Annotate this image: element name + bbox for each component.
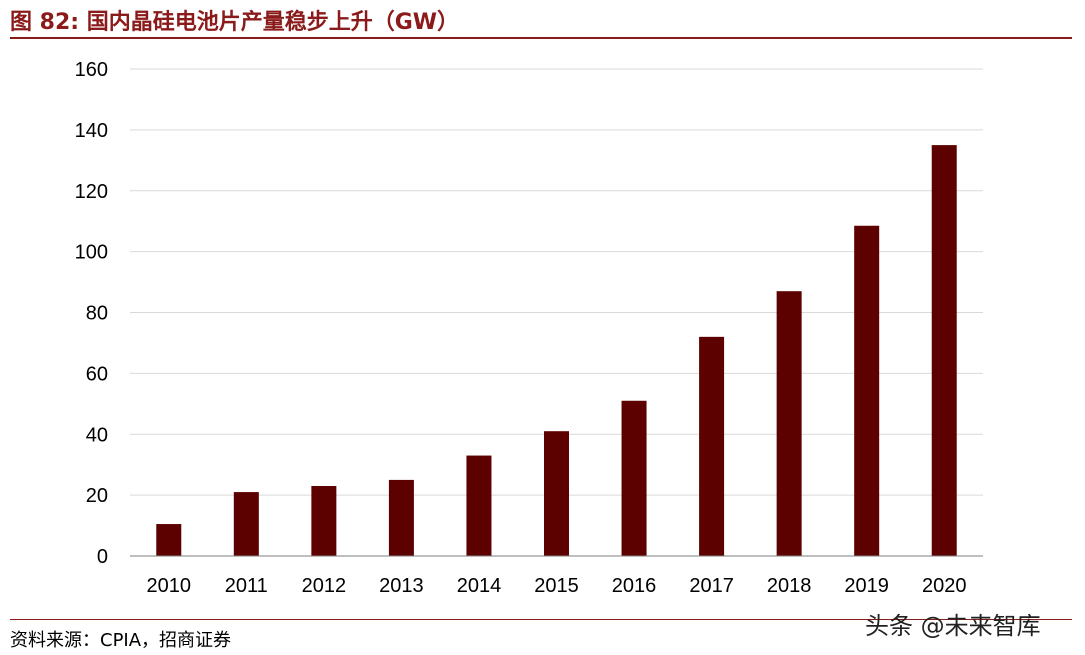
y-axis-tick-labels: 0 20 40 60 80 100 120 140 160: [75, 59, 108, 568]
y-tick-label: 40: [86, 424, 108, 446]
y-tick-label: 120: [75, 181, 108, 203]
bar-2016: [621, 400, 647, 556]
y-tick-label: 100: [75, 242, 108, 264]
source-note: 资料来源：CPIA，招商证券: [10, 630, 232, 651]
y-tick-label: 140: [75, 120, 108, 142]
x-tick-label: 2017: [689, 575, 734, 597]
chart-title: 图 82: 国内晶硅电池片产量稳步上升（GW）: [10, 10, 460, 35]
x-tick-label: 2016: [612, 575, 657, 597]
y-tick-label: 80: [86, 303, 108, 325]
bar-2020: [931, 145, 957, 556]
y-tick-label: 20: [86, 485, 108, 507]
bars: [156, 145, 957, 557]
bar-2014: [466, 455, 492, 556]
footer-divider: [10, 619, 1072, 620]
x-tick-label: 2010: [147, 575, 192, 597]
bar-2018: [776, 291, 802, 556]
bar-2010: [156, 524, 182, 556]
bar-2012: [311, 485, 337, 556]
bar-2011: [233, 492, 259, 556]
y-tick-label: 60: [86, 363, 108, 385]
x-tick-label: 2012: [302, 575, 347, 597]
title-divider: [10, 37, 1072, 39]
bar-2013: [388, 479, 414, 556]
x-tick-label: 2019: [844, 575, 889, 597]
x-tick-label: 2011: [225, 575, 268, 597]
gridlines: [130, 68, 983, 496]
x-tick-label: 2018: [767, 575, 812, 597]
bar-2015: [544, 431, 569, 556]
x-tick-label: 2013: [379, 575, 424, 597]
x-axis-tick-labels: 2010 2011 2012 2013 2014 2015 2016 2017 2018 2019…: [147, 575, 967, 597]
watermark: 头条 @未来智库: [865, 612, 1041, 640]
bar-2019: [854, 225, 880, 557]
y-tick-label: 0: [97, 546, 108, 568]
x-tick-label: 2020: [922, 575, 967, 597]
bar-2017: [699, 336, 725, 556]
x-tick-label: 2015: [534, 575, 579, 597]
y-tick-label: 160: [75, 59, 108, 81]
x-tick-label: 2014: [457, 575, 502, 597]
